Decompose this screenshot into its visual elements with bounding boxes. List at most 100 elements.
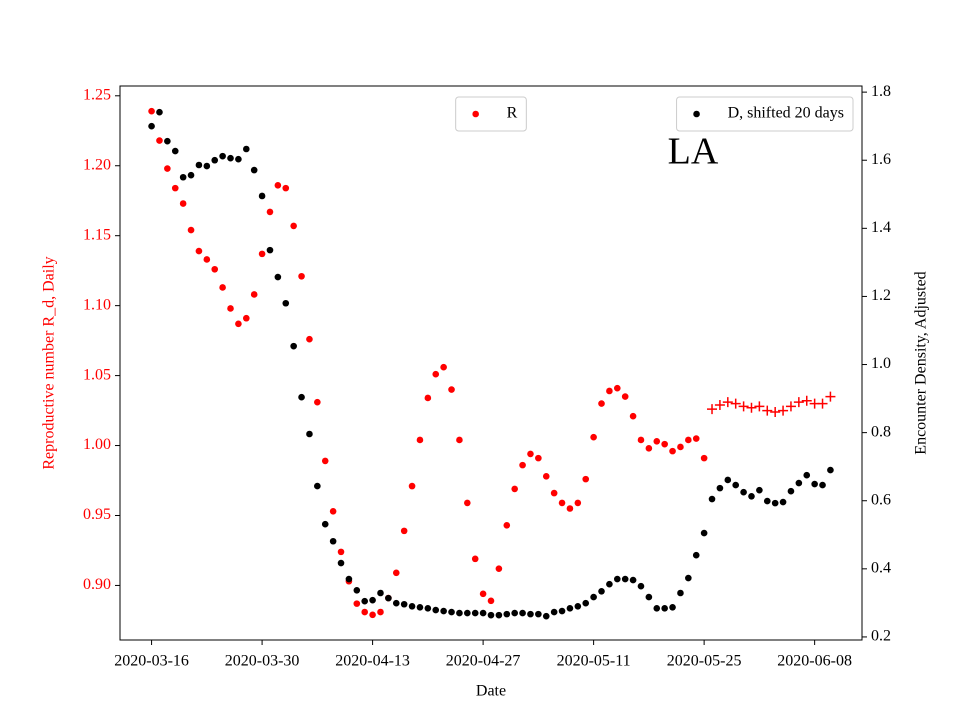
point [298, 393, 305, 401]
y-axis-label: Reproductive number R_d, Daily [41, 256, 58, 469]
point [353, 586, 361, 594]
x-tick-label: 2020-03-16 [114, 653, 189, 670]
point [187, 171, 195, 179]
plus-marker [770, 406, 781, 417]
point [598, 400, 605, 407]
point [432, 370, 440, 378]
plus-marker [762, 405, 773, 416]
point [629, 412, 637, 420]
point [700, 454, 708, 462]
plus-marker [817, 398, 828, 409]
point [400, 527, 408, 535]
point [290, 342, 297, 350]
point [479, 590, 487, 598]
x-tick-label: 2020-05-25 [667, 653, 742, 670]
point [171, 184, 179, 192]
point [361, 597, 369, 605]
point [424, 394, 432, 402]
point [621, 575, 629, 583]
point [511, 609, 518, 617]
y-tick-label: 1.25 [83, 86, 111, 103]
point [345, 575, 353, 583]
point [361, 608, 369, 616]
point [321, 520, 329, 528]
point [219, 284, 226, 291]
point [677, 443, 684, 451]
point [179, 200, 187, 207]
point [258, 250, 266, 258]
y2-tick-label: 0.2 [871, 628, 891, 645]
point [392, 569, 400, 577]
point [590, 593, 597, 601]
legend-marker [693, 110, 700, 118]
point [377, 589, 384, 597]
point [464, 499, 471, 507]
point [748, 493, 755, 500]
point [187, 226, 195, 234]
point [495, 611, 503, 619]
point [582, 599, 590, 607]
point [558, 499, 566, 507]
point [811, 480, 818, 488]
point [511, 485, 518, 493]
point [290, 222, 297, 230]
y-tick-label: 1.20 [83, 156, 111, 173]
x-tick-label: 2020-03-30 [225, 653, 300, 670]
plus-marker [793, 397, 804, 408]
point [306, 335, 313, 343]
legend-marker [472, 110, 479, 118]
plus-marker [785, 401, 796, 412]
point [195, 161, 203, 169]
y-tick-label: 1.10 [83, 296, 111, 313]
y2-tick-label: 0.8 [871, 423, 891, 440]
plus-marker [825, 391, 836, 402]
point [432, 606, 440, 614]
y2-tick-label: 0.6 [871, 491, 891, 508]
point [235, 155, 242, 163]
plus-marker [707, 404, 718, 415]
point [227, 154, 234, 162]
point [779, 498, 787, 506]
x-axis-label: Date [476, 683, 506, 700]
y-tick-label: 1.05 [83, 366, 111, 383]
point [211, 156, 219, 164]
point [424, 605, 432, 612]
point [306, 430, 313, 438]
point [795, 479, 803, 487]
plus-marker [738, 401, 749, 412]
legend: R [455, 96, 527, 132]
point [574, 602, 582, 610]
point [685, 574, 692, 582]
point [700, 529, 708, 537]
point [519, 609, 526, 617]
point [613, 575, 621, 583]
point [582, 475, 590, 483]
legend: D, shifted 20 days [676, 96, 854, 132]
point [456, 609, 463, 617]
point [740, 488, 747, 496]
x-tick-label: 2020-06-08 [777, 653, 852, 670]
point [400, 600, 408, 608]
point [408, 482, 416, 490]
point [653, 438, 661, 445]
point [771, 499, 779, 507]
point [637, 582, 645, 590]
point [314, 482, 321, 490]
point [242, 145, 250, 153]
legend-box [676, 96, 854, 132]
point [282, 184, 290, 192]
point [448, 386, 455, 393]
point [542, 612, 550, 620]
point [369, 611, 376, 619]
point [692, 551, 700, 559]
point [542, 473, 550, 480]
point [692, 435, 700, 442]
y-tick-label: 0.95 [83, 506, 111, 523]
point [724, 476, 732, 484]
point [637, 436, 645, 444]
point [156, 137, 163, 144]
y2-tick-label: 1.4 [871, 219, 891, 236]
point [535, 454, 542, 462]
point [337, 548, 345, 556]
